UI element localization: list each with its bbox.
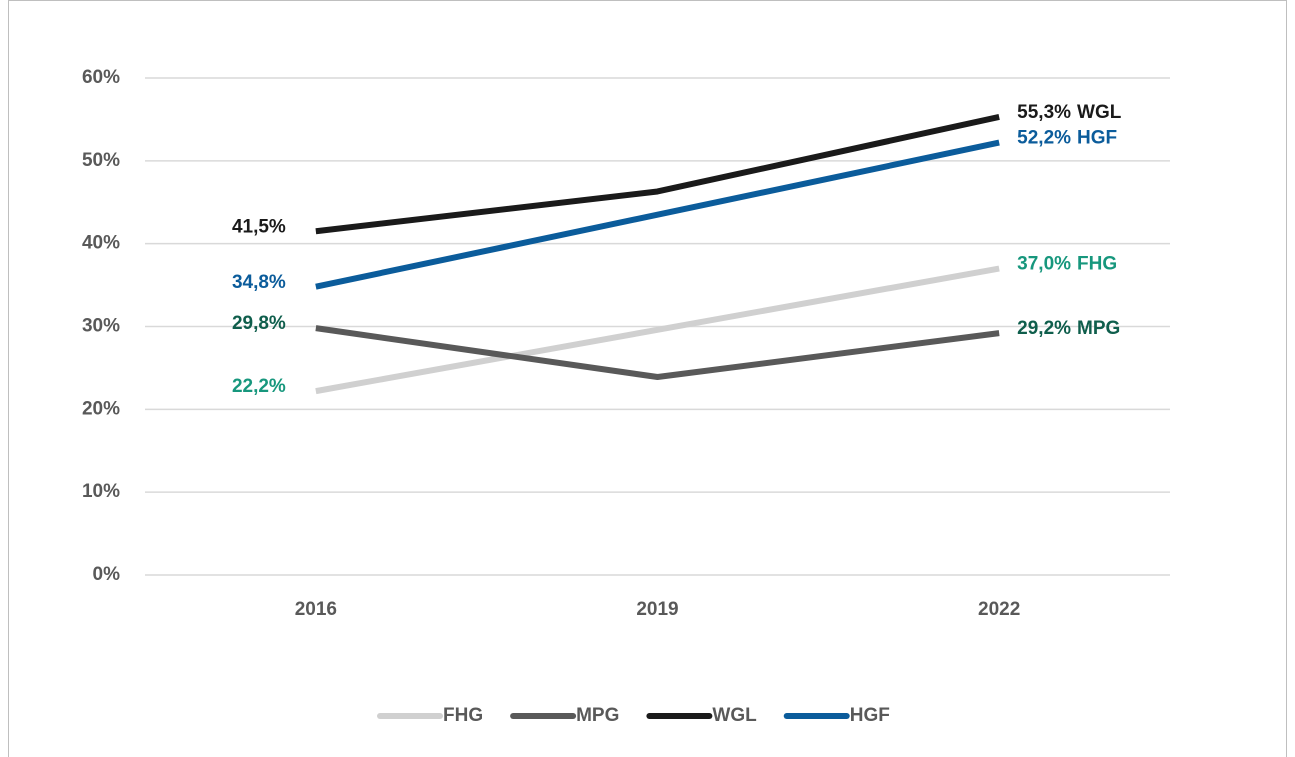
- x-tick-label: 2019: [636, 599, 678, 620]
- data-label: 55,3%: [1017, 102, 1071, 123]
- y-tick-label: 30%: [82, 316, 120, 337]
- data-label: 41,5%: [232, 216, 286, 237]
- y-tick-label: 0%: [93, 564, 121, 585]
- x-tick-label: 2022: [978, 599, 1020, 620]
- data-label: 22,2%: [232, 376, 286, 397]
- y-tick-label: 40%: [82, 233, 120, 254]
- legend-label: MPG: [576, 705, 619, 726]
- series-line: [315, 139, 1000, 290]
- data-label: 29,8%: [232, 313, 286, 334]
- series-end-name: WGL: [1077, 102, 1122, 123]
- series-line: [315, 265, 1000, 395]
- y-tick-label: 50%: [82, 150, 120, 171]
- series-end-name: MPG: [1077, 318, 1120, 339]
- data-label: 29,2%: [1017, 318, 1071, 339]
- y-tick-label: 10%: [82, 481, 120, 502]
- x-tick-label: 2016: [295, 599, 337, 620]
- series-end-name: FHG: [1077, 254, 1117, 275]
- series-line: [315, 114, 1000, 235]
- data-label: 37,0%: [1017, 254, 1071, 275]
- series-line: [315, 325, 1000, 381]
- legend-label: HGF: [850, 705, 890, 726]
- y-tick-label: 20%: [82, 398, 120, 419]
- legend-label: WGL: [712, 705, 757, 726]
- data-label: 52,2%: [1017, 128, 1071, 149]
- data-label: 34,8%: [232, 272, 286, 293]
- y-tick-label: 60%: [82, 67, 120, 88]
- legend-label: FHG: [443, 705, 483, 726]
- series-end-name: HGF: [1077, 128, 1117, 149]
- chart-frame: [8, 0, 1287, 757]
